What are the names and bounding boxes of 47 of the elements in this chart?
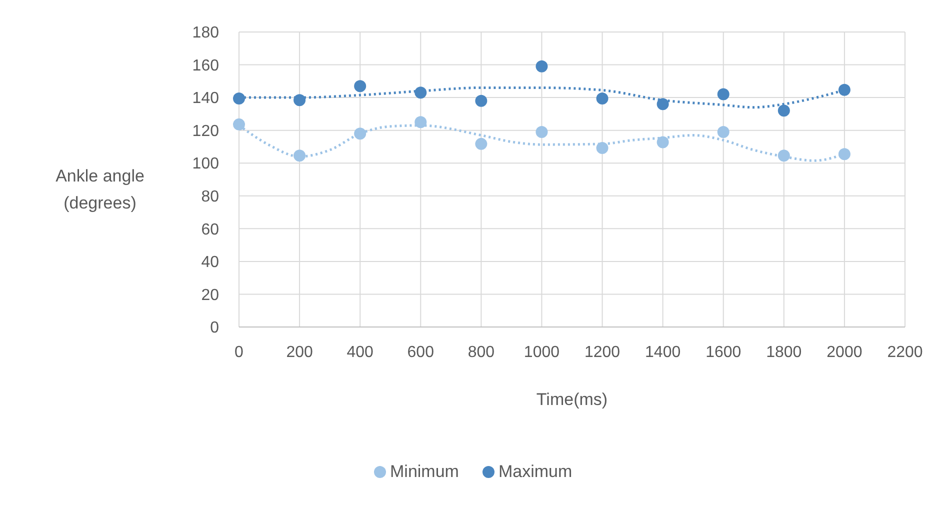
x-tick-label: 1400 bbox=[645, 344, 681, 361]
point bbox=[596, 142, 608, 154]
point bbox=[475, 94, 488, 107]
x-tick-label: 800 bbox=[468, 344, 495, 361]
x-tick-label: 2000 bbox=[826, 344, 862, 361]
x-tick-label: 1000 bbox=[524, 344, 560, 361]
y-tick-label: 40 bbox=[201, 254, 220, 272]
point bbox=[233, 92, 245, 105]
point bbox=[354, 128, 366, 140]
point bbox=[596, 92, 608, 105]
point bbox=[838, 148, 850, 160]
y-axis-title: Ankle angle (degrees) bbox=[56, 166, 144, 213]
y-tick-label: 140 bbox=[192, 90, 220, 108]
point bbox=[717, 126, 730, 138]
y-tick-label: 160 bbox=[192, 57, 220, 74]
point bbox=[778, 150, 790, 162]
y-tick-label: 80 bbox=[201, 188, 220, 206]
x-tick-label: 400 bbox=[346, 344, 374, 361]
y-tick-label: 120 bbox=[192, 122, 220, 140]
point bbox=[294, 94, 306, 106]
x-tick-label: 0 bbox=[234, 344, 244, 361]
y-tick-label: 180 bbox=[192, 24, 220, 42]
point bbox=[778, 104, 790, 117]
y-tick-label: 60 bbox=[201, 221, 220, 238]
point bbox=[656, 98, 669, 110]
point bbox=[536, 60, 548, 72]
point bbox=[717, 88, 730, 100]
point bbox=[294, 150, 306, 162]
y-tick-label: 20 bbox=[201, 286, 220, 304]
x-axis-title: Time(ms) bbox=[536, 390, 608, 409]
x-tick-label: 1800 bbox=[766, 344, 802, 361]
point bbox=[656, 136, 669, 148]
x-tick-label: 600 bbox=[407, 344, 434, 361]
point bbox=[536, 126, 548, 138]
point bbox=[838, 84, 850, 96]
y-tick-label: 100 bbox=[192, 156, 220, 173]
x-tick-label: 1600 bbox=[706, 344, 742, 361]
y-tick-label: 0 bbox=[210, 320, 220, 337]
legend-label: Minimum bbox=[390, 462, 459, 481]
point bbox=[233, 118, 245, 130]
x-tick-label: 200 bbox=[286, 344, 313, 361]
legend-label: Maximum bbox=[498, 462, 572, 481]
point bbox=[475, 138, 488, 150]
point bbox=[414, 116, 427, 128]
x-tick-label: 1200 bbox=[584, 344, 620, 361]
x-tick-label: 2200 bbox=[887, 344, 923, 361]
point bbox=[354, 80, 366, 92]
